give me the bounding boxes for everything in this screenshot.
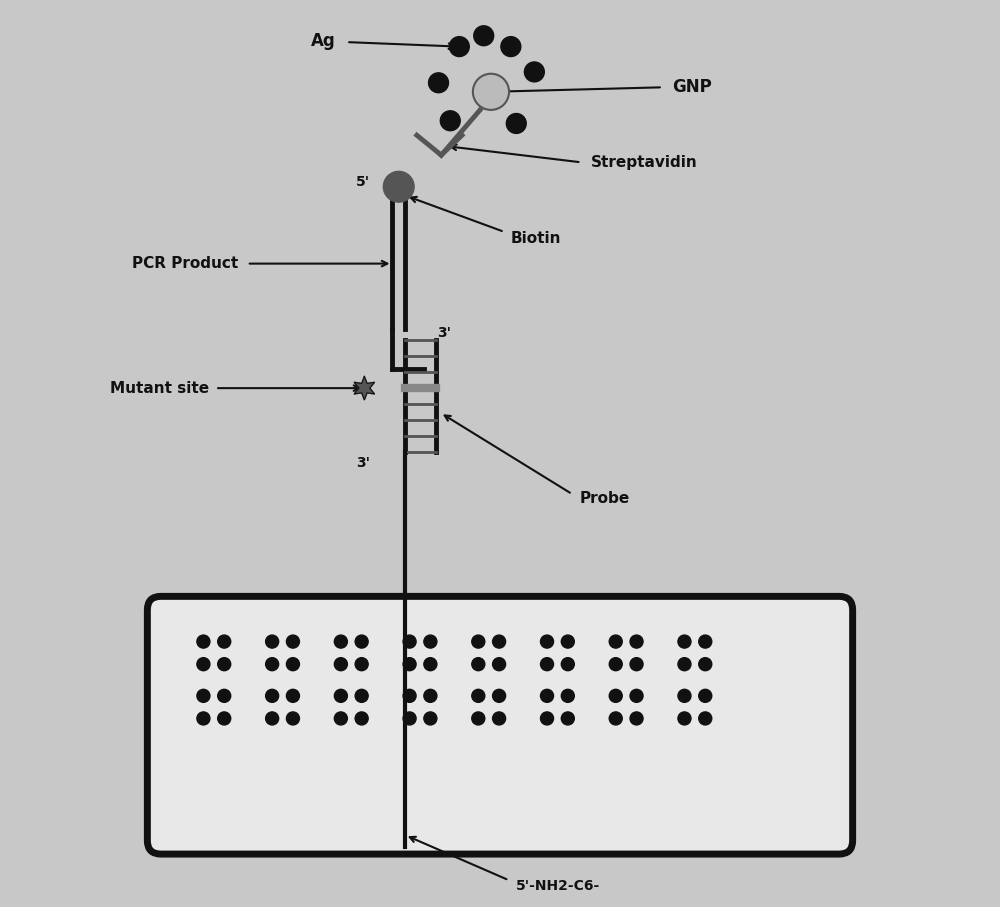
Text: Probe: Probe bbox=[580, 492, 630, 506]
Circle shape bbox=[609, 712, 622, 725]
Circle shape bbox=[266, 712, 279, 725]
Circle shape bbox=[355, 712, 368, 725]
Text: 3': 3' bbox=[356, 455, 370, 470]
Text: GNP: GNP bbox=[672, 78, 712, 96]
Circle shape bbox=[678, 635, 691, 649]
Circle shape bbox=[506, 113, 526, 133]
Circle shape bbox=[493, 689, 506, 702]
Circle shape bbox=[218, 689, 231, 702]
Circle shape bbox=[541, 658, 554, 670]
Text: Biotin: Biotin bbox=[511, 230, 561, 246]
Text: PCR Product: PCR Product bbox=[132, 256, 238, 271]
FancyBboxPatch shape bbox=[147, 597, 853, 854]
Circle shape bbox=[286, 658, 299, 670]
Circle shape bbox=[218, 635, 231, 649]
Circle shape bbox=[493, 712, 506, 725]
Circle shape bbox=[355, 658, 368, 670]
Circle shape bbox=[473, 73, 509, 110]
Circle shape bbox=[630, 635, 643, 649]
Circle shape bbox=[609, 689, 622, 702]
Text: 3': 3' bbox=[437, 327, 451, 340]
Circle shape bbox=[197, 712, 210, 725]
Circle shape bbox=[678, 658, 691, 670]
Circle shape bbox=[561, 635, 574, 649]
Circle shape bbox=[630, 658, 643, 670]
Circle shape bbox=[424, 712, 437, 725]
Circle shape bbox=[424, 658, 437, 670]
Circle shape bbox=[541, 635, 554, 649]
Text: Ag: Ag bbox=[311, 32, 335, 50]
Circle shape bbox=[197, 635, 210, 649]
Text: 5': 5' bbox=[356, 175, 370, 190]
Circle shape bbox=[286, 689, 299, 702]
Circle shape bbox=[630, 689, 643, 702]
Circle shape bbox=[334, 689, 347, 702]
Text: Streptavidin: Streptavidin bbox=[590, 155, 697, 170]
Circle shape bbox=[197, 658, 210, 670]
Circle shape bbox=[266, 635, 279, 649]
Text: Mutant site: Mutant site bbox=[110, 381, 209, 395]
Circle shape bbox=[493, 635, 506, 649]
Circle shape bbox=[266, 658, 279, 670]
Circle shape bbox=[609, 658, 622, 670]
Circle shape bbox=[266, 689, 279, 702]
Circle shape bbox=[561, 689, 574, 702]
Circle shape bbox=[472, 689, 485, 702]
Circle shape bbox=[355, 689, 368, 702]
Circle shape bbox=[501, 36, 521, 56]
Circle shape bbox=[472, 712, 485, 725]
Circle shape bbox=[383, 171, 414, 202]
Circle shape bbox=[541, 712, 554, 725]
Circle shape bbox=[286, 635, 299, 649]
Circle shape bbox=[403, 712, 416, 725]
Circle shape bbox=[424, 635, 437, 649]
Circle shape bbox=[218, 658, 231, 670]
Circle shape bbox=[678, 712, 691, 725]
Circle shape bbox=[699, 689, 712, 702]
Circle shape bbox=[561, 658, 574, 670]
Circle shape bbox=[440, 111, 460, 131]
Circle shape bbox=[334, 658, 347, 670]
Circle shape bbox=[524, 62, 544, 82]
Circle shape bbox=[699, 658, 712, 670]
Circle shape bbox=[403, 689, 416, 702]
Circle shape bbox=[218, 712, 231, 725]
Circle shape bbox=[678, 689, 691, 702]
Polygon shape bbox=[354, 376, 375, 400]
Circle shape bbox=[424, 689, 437, 702]
Circle shape bbox=[609, 635, 622, 649]
Circle shape bbox=[541, 689, 554, 702]
Circle shape bbox=[472, 658, 485, 670]
Circle shape bbox=[286, 712, 299, 725]
Circle shape bbox=[699, 712, 712, 725]
Circle shape bbox=[334, 712, 347, 725]
Circle shape bbox=[561, 712, 574, 725]
Circle shape bbox=[630, 712, 643, 725]
Circle shape bbox=[197, 689, 210, 702]
Circle shape bbox=[474, 25, 494, 45]
Circle shape bbox=[403, 658, 416, 670]
Circle shape bbox=[403, 635, 416, 649]
Circle shape bbox=[699, 635, 712, 649]
Text: 5'-NH2-C6-: 5'-NH2-C6- bbox=[516, 879, 601, 892]
Circle shape bbox=[355, 635, 368, 649]
Circle shape bbox=[429, 73, 448, 93]
Circle shape bbox=[472, 635, 485, 649]
Circle shape bbox=[493, 658, 506, 670]
Circle shape bbox=[449, 36, 469, 56]
Circle shape bbox=[334, 635, 347, 649]
